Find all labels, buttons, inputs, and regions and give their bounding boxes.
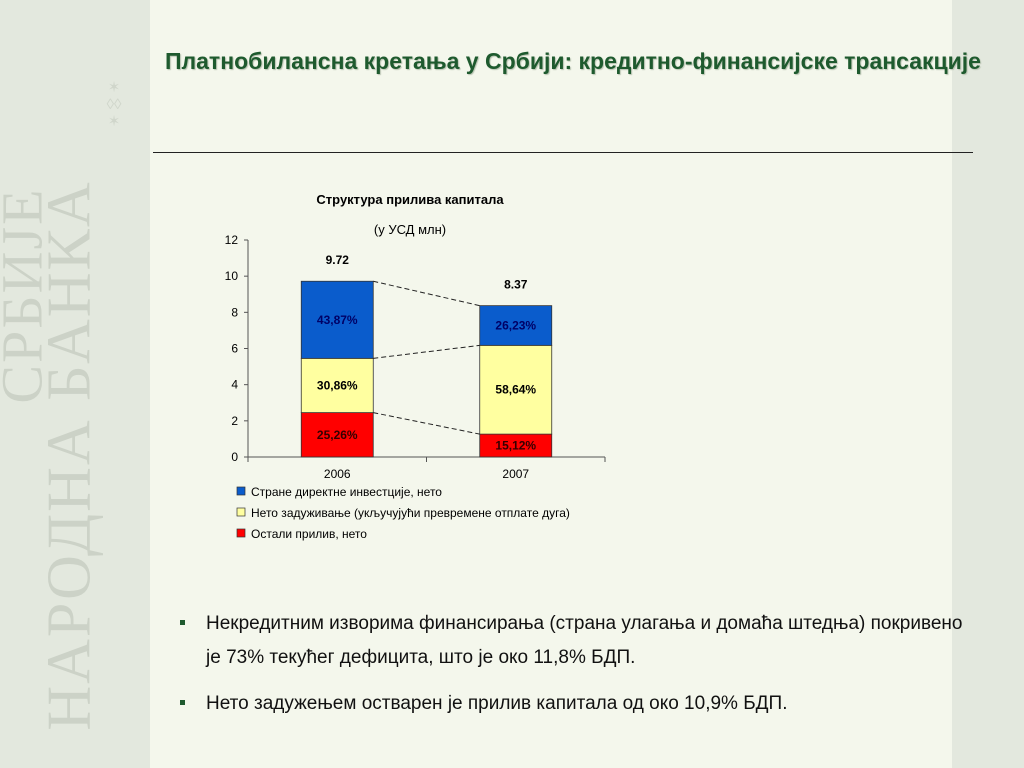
data-label: 25,26% bbox=[317, 428, 358, 442]
bar-total-label: 9.72 bbox=[326, 253, 350, 267]
bar-segment bbox=[300, 357, 374, 414]
y-tick-label: 12 bbox=[225, 233, 239, 247]
bullet-marker bbox=[180, 700, 185, 705]
x-tick-label: 2006 bbox=[324, 467, 351, 481]
y-tick-label: 6 bbox=[231, 342, 238, 356]
y-tick-label: 2 bbox=[231, 414, 238, 428]
data-label: 26,23% bbox=[495, 318, 536, 332]
legend-swatch bbox=[236, 486, 246, 496]
watermark-band: НАРОДНА БАНКА СРБИЈЕ ✶ ◊◊ ✶ bbox=[0, 0, 150, 768]
y-tick-label: 0 bbox=[231, 450, 238, 464]
seal-icon: ✶ ◊◊ ✶ bbox=[106, 80, 122, 130]
legend-label: Стране директне инвестције, нето bbox=[251, 485, 442, 499]
data-label: 15,12% bbox=[495, 439, 536, 453]
capital-inflow-chart: Структура прилива капитала (у УСД млн) 0 2 4… bbox=[225, 192, 606, 541]
title-divider bbox=[153, 152, 973, 153]
legend-swatch bbox=[236, 507, 246, 517]
data-label: 30,86% bbox=[317, 378, 358, 392]
y-tick-label: 8 bbox=[231, 305, 238, 319]
bar-segment bbox=[300, 412, 374, 458]
bar-segment bbox=[300, 280, 374, 359]
chart-title: Структура прилива капитала bbox=[316, 192, 504, 207]
y-tick-label: 4 bbox=[231, 378, 238, 392]
bullet-list: Некредитним изворима финансирања (страна… bbox=[140, 607, 980, 733]
watermark-text-secondary: СРБИЈЕ bbox=[0, 187, 55, 404]
bullet-item: Некредитним изворима финансирања (страна… bbox=[180, 607, 980, 675]
x-tick-label: 2007 bbox=[502, 467, 529, 481]
y-tick-label: 10 bbox=[225, 269, 239, 283]
bullet-text: Некредитним изворима финансирања (страна… bbox=[206, 613, 963, 668]
bullet-item: Нето задужењем остварен је прилив капита… bbox=[180, 687, 980, 721]
chart-subtitle: (у УСД млн) bbox=[374, 222, 446, 237]
bullet-marker bbox=[180, 620, 185, 625]
bar-segment bbox=[479, 305, 553, 346]
right-decor-band bbox=[952, 0, 1024, 768]
legend-label: Нето задуживање (укључујући превремене о… bbox=[251, 506, 570, 520]
connector-line bbox=[373, 280, 480, 307]
bar-segment bbox=[479, 344, 553, 435]
data-label: 43,87% bbox=[317, 313, 358, 327]
legend-label: Остали прилив, нето bbox=[251, 527, 367, 541]
page-title: Платнобилансна кретања у Србији: кредитн… bbox=[165, 48, 981, 74]
bullet-text: Нето задужењем остварен је прилив капита… bbox=[206, 693, 788, 714]
legend-swatch bbox=[236, 528, 246, 538]
connector-line bbox=[373, 344, 480, 359]
data-label: 58,64% bbox=[495, 383, 536, 397]
bar-total-label: 8.37 bbox=[504, 278, 528, 292]
connector-line bbox=[373, 412, 480, 435]
